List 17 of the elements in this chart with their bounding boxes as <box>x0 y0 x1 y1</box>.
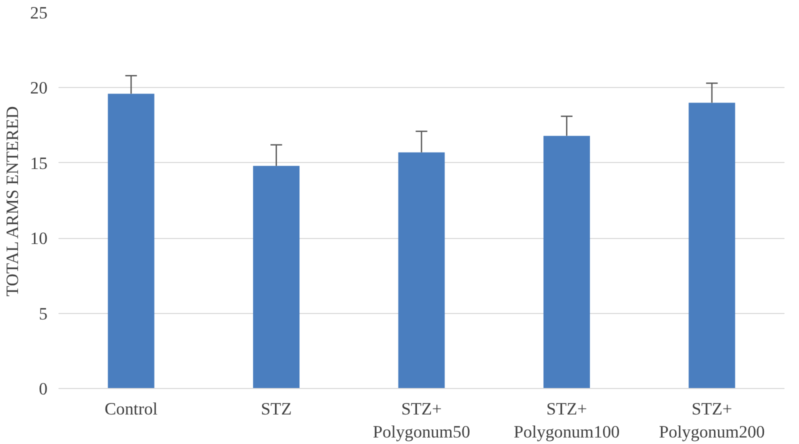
y-tick-label: 5 <box>38 304 48 324</box>
x-tick-label: Control <box>104 400 158 418</box>
bar <box>543 136 590 388</box>
bar <box>253 166 300 388</box>
x-tick-label: STZ <box>260 400 292 418</box>
y-axis-title: TOTAL ARMS ENTERED <box>3 106 22 296</box>
y-tick-label: 15 <box>30 154 48 173</box>
x-tick-label: STZ+ Polygonum100 <box>514 400 620 442</box>
x-tick-label: STZ+ Polygonum200 <box>658 400 765 442</box>
y-tick-label: 0 <box>38 380 48 398</box>
bar <box>398 152 445 388</box>
bar <box>108 94 154 388</box>
y-tick-label: 25 <box>30 4 48 22</box>
x-tick-label: STZ+ Polygonum50 <box>372 400 470 442</box>
bar <box>688 102 736 388</box>
y-tick-label: 10 <box>30 229 48 248</box>
y-tick-label: 20 <box>30 78 48 98</box>
